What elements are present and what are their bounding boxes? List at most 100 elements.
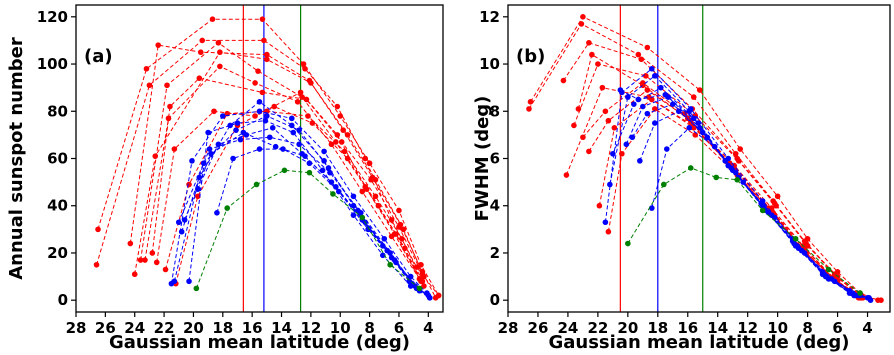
data-point bbox=[421, 283, 427, 289]
data-point bbox=[127, 240, 134, 247]
data-point bbox=[687, 165, 694, 171]
data-point bbox=[652, 120, 658, 126]
data-point bbox=[93, 261, 100, 268]
data-point bbox=[675, 108, 682, 115]
data-point bbox=[580, 134, 586, 141]
data-point bbox=[165, 115, 172, 122]
data-point bbox=[340, 127, 346, 133]
data-point bbox=[526, 106, 532, 112]
data-point bbox=[605, 228, 612, 235]
data-point bbox=[619, 150, 625, 157]
series-line bbox=[627, 167, 861, 294]
x-tick-label: 22 bbox=[154, 319, 175, 337]
data-point bbox=[233, 127, 239, 133]
data-point bbox=[365, 226, 371, 233]
data-point bbox=[792, 235, 799, 242]
data-point bbox=[735, 158, 742, 164]
data-point bbox=[205, 129, 211, 136]
data-point bbox=[368, 176, 374, 183]
data-point bbox=[663, 146, 670, 152]
data-point bbox=[635, 51, 642, 58]
x-tick-label: 24 bbox=[124, 319, 145, 337]
data-point bbox=[640, 80, 646, 86]
y-tick-label: 60 bbox=[47, 150, 68, 168]
data-point bbox=[595, 61, 601, 67]
panel-a: 28 26 24 22 20 18 16 14 12 10 8 6 4020406080100120Ga… bbox=[6, 4, 444, 353]
x-tick-label: 20 bbox=[183, 319, 204, 337]
data-point bbox=[350, 202, 357, 209]
data-point bbox=[359, 188, 366, 195]
data-point bbox=[831, 278, 838, 285]
data-point bbox=[580, 14, 586, 20]
data-point bbox=[215, 141, 222, 148]
series-7 bbox=[153, 89, 424, 285]
data-point bbox=[306, 160, 313, 167]
data-point bbox=[690, 125, 697, 131]
data-point bbox=[189, 158, 195, 164]
panel-b: 28 26 24 22 20 18 16 14 12 10 8 6 4024681012Gaussian… bbox=[472, 4, 891, 353]
data-point bbox=[825, 266, 832, 273]
data-point bbox=[217, 63, 223, 70]
data-point bbox=[638, 56, 645, 63]
data-point bbox=[372, 193, 379, 200]
data-point bbox=[637, 158, 643, 164]
x-tick-label: 20 bbox=[617, 319, 638, 337]
data-point bbox=[740, 179, 746, 185]
data-point bbox=[259, 16, 266, 22]
y-tick-label: 6 bbox=[490, 150, 500, 168]
data-point bbox=[426, 295, 433, 301]
data-point bbox=[344, 132, 351, 138]
data-point bbox=[774, 193, 781, 200]
data-point bbox=[407, 283, 414, 289]
data-point bbox=[256, 99, 263, 105]
data-point bbox=[186, 278, 192, 285]
data-point bbox=[327, 169, 333, 176]
data-point bbox=[611, 125, 618, 131]
data-point bbox=[334, 103, 341, 110]
data-point bbox=[215, 39, 222, 46]
series-line bbox=[195, 169, 420, 289]
data-point bbox=[381, 235, 388, 242]
data-point bbox=[330, 191, 336, 197]
data-point bbox=[149, 250, 156, 256]
data-point bbox=[610, 150, 616, 157]
data-point bbox=[199, 37, 206, 44]
data-point bbox=[256, 146, 263, 152]
data-point bbox=[773, 202, 779, 209]
y-tick-label: 12 bbox=[479, 8, 500, 26]
x-tick-label: 6 bbox=[832, 319, 842, 337]
data-point bbox=[164, 82, 170, 89]
data-point bbox=[281, 167, 288, 174]
data-point bbox=[162, 266, 169, 273]
data-point bbox=[643, 73, 649, 79]
data-point bbox=[400, 226, 407, 233]
data-point bbox=[388, 233, 395, 240]
series-6 bbox=[149, 75, 426, 278]
data-point bbox=[288, 115, 295, 122]
data-point bbox=[146, 82, 153, 89]
data-point bbox=[280, 146, 286, 152]
data-point bbox=[196, 174, 203, 181]
data-point bbox=[413, 264, 420, 270]
data-point bbox=[338, 139, 345, 145]
data-point bbox=[272, 143, 279, 150]
y-tick-label: 80 bbox=[47, 102, 68, 120]
x-tick-label: 4 bbox=[862, 319, 872, 337]
data-point bbox=[711, 143, 718, 150]
data-point bbox=[586, 39, 592, 46]
data-point bbox=[527, 99, 534, 105]
data-point bbox=[131, 271, 138, 278]
data-point bbox=[334, 132, 341, 138]
data-point bbox=[175, 219, 182, 226]
data-point bbox=[253, 181, 260, 188]
data-point bbox=[396, 224, 402, 230]
data-point bbox=[344, 155, 351, 162]
series-8 bbox=[162, 108, 426, 285]
data-point bbox=[252, 80, 258, 86]
data-point bbox=[255, 68, 261, 74]
x-tick-label: 22 bbox=[587, 319, 608, 337]
data-point bbox=[155, 42, 162, 48]
data-point bbox=[399, 235, 405, 242]
data-point bbox=[197, 49, 204, 56]
data-point bbox=[302, 65, 308, 72]
